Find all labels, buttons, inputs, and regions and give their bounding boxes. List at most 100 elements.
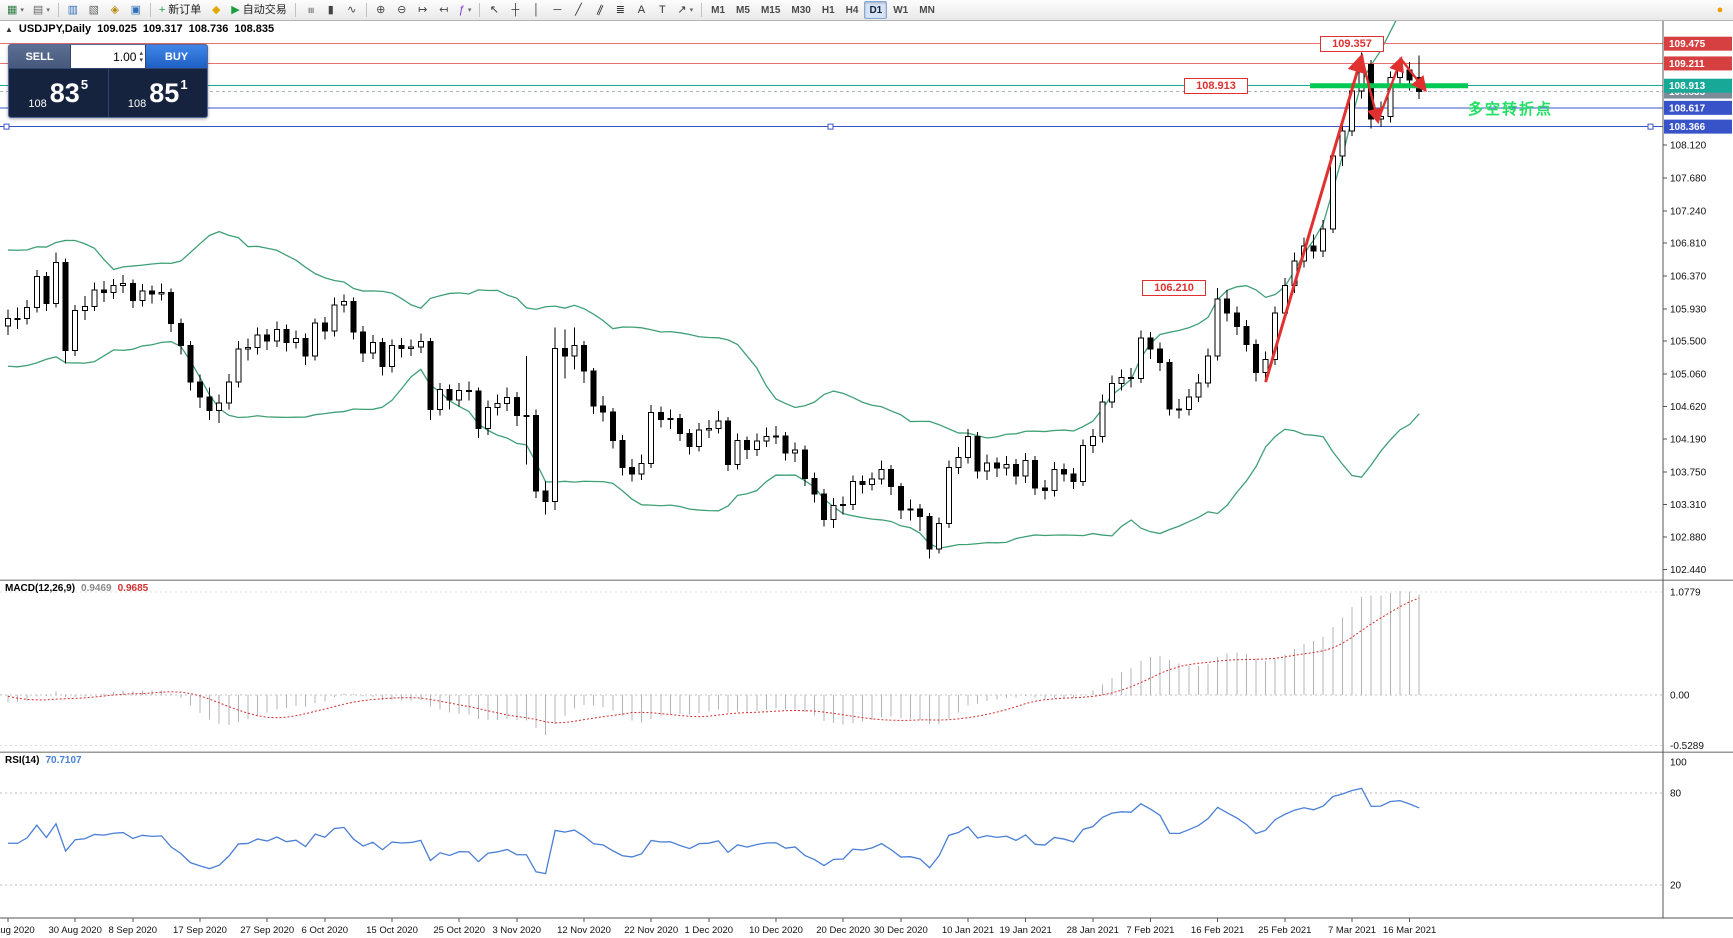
crosshair-button[interactable]: ┼ [505, 1, 525, 19]
vertical-line-button[interactable]: │ [526, 1, 546, 19]
candle-body [917, 508, 923, 518]
trendline-button[interactable]: ╱ [568, 1, 588, 19]
metaeditor-button[interactable]: ◆ [206, 1, 226, 19]
hline-handle[interactable] [1647, 123, 1654, 130]
buy-button[interactable]: BUY [145, 45, 207, 68]
time-tick-label: 19 Jan 2021 [999, 925, 1051, 936]
candle-body [984, 462, 991, 472]
time-tick-label: 20 Aug 2020 [0, 925, 35, 936]
volume-input[interactable]: 1.00 ▴ ▾ [71, 45, 145, 68]
indicators-button[interactable]: ƒ ▾ [455, 1, 476, 19]
time-axis[interactable]: 20 Aug 2020 30 Aug 2020 8 Sep 2020 17 Sep 2… [0, 918, 1436, 936]
indicators-icon: ƒ [458, 3, 465, 16]
new-chart-icon: ▦ [7, 3, 18, 16]
rsi-axis-label: 80 [1670, 788, 1682, 799]
data-window-button[interactable]: ▧ [84, 1, 104, 19]
candle-body [638, 463, 645, 475]
new-chart-button[interactable]: ▦ ▾ [3, 1, 28, 19]
chart-shift-icon: ↤ [439, 3, 449, 16]
candle-body [53, 261, 59, 305]
candle-body [1137, 337, 1144, 379]
candle-body [1397, 69, 1403, 79]
timeframe-M15[interactable]: M15 [756, 1, 785, 19]
price-tag [1664, 78, 1732, 93]
market-watch-icon: ▥ [67, 3, 79, 16]
timeframe-M1[interactable]: M1 [706, 1, 730, 19]
cursor-button[interactable]: ↖ [484, 1, 504, 19]
toolbar-separator [479, 3, 481, 17]
line-chart-button[interactable]: ∿ [342, 1, 362, 19]
candle-body [955, 457, 962, 468]
macd-pane[interactable] [0, 590, 1663, 747]
price-axis[interactable]: 108.120 107.680 107.240 106.810 106.370 105.9… [1663, 36, 1732, 892]
fibonacci-button[interactable]: ≣ [610, 1, 630, 19]
text-button[interactable]: A [631, 1, 651, 19]
chart-shift-button[interactable]: ↤ [434, 1, 454, 19]
candle-body [398, 344, 405, 349]
line-chart-icon: ∿ [347, 3, 357, 16]
hline-handle[interactable] [827, 123, 834, 130]
timeframe-H1[interactable]: H1 [817, 1, 840, 19]
navigator-button[interactable]: ◈ [105, 1, 125, 19]
arrows-button[interactable]: ↗ ▾ [673, 1, 697, 19]
fibonacci-icon: ≣ [615, 3, 625, 16]
timeframe-D1[interactable]: D1 [864, 1, 888, 19]
autotrading-label: 自动交易 [242, 3, 287, 16]
candle-body [571, 344, 578, 357]
panel-collapse-icon[interactable]: ▲ [5, 24, 13, 34]
bar-chart-button[interactable]: ≡ [300, 1, 320, 19]
time-tick-label: 20 Dec 2020 [816, 925, 870, 936]
candle-body [533, 415, 539, 492]
timeframe-W1[interactable]: W1 [888, 1, 913, 19]
zoom-in-button[interactable]: ⊕ [371, 1, 391, 19]
price-tag-label: 109.475 [1669, 39, 1706, 50]
trend-arrow[interactable] [1400, 58, 1427, 93]
trend-arrow[interactable] [1376, 56, 1404, 122]
time-tick-label: 8 Sep 2020 [108, 925, 157, 936]
rsi-pane[interactable] [0, 787, 1663, 886]
price-label-108913[interactable]: 108.913 [1184, 78, 1248, 94]
candle-body [696, 429, 703, 447]
candle-body [369, 341, 376, 354]
time-tick-label: 27 Sep 2020 [240, 925, 294, 936]
community-button[interactable]: ● [1710, 1, 1730, 19]
price-pane[interactable] [0, 20, 1663, 559]
hline-handle[interactable] [3, 123, 10, 130]
chart-canvas[interactable]: 108.120 107.680 107.240 106.810 106.370 105.9… [0, 20, 1733, 938]
timeframe-M30[interactable]: M30 [786, 1, 815, 19]
volume-up-icon[interactable]: ▴ [139, 49, 143, 57]
channel-button[interactable]: ∥ [589, 1, 609, 19]
zoom-out-button[interactable]: ⊖ [392, 1, 412, 19]
pivot-point-text[interactable]: 多空转折点 [1468, 101, 1554, 118]
price-label-106210[interactable]: 106.210 [1142, 280, 1206, 296]
trend-arrow[interactable] [1360, 56, 1383, 125]
sell-button[interactable]: SELL [9, 45, 71, 68]
terminal-button[interactable]: ▣ [126, 1, 146, 19]
buy-price[interactable]: 108 85 1 [109, 69, 208, 117]
horizontal-line-button[interactable]: ─ [547, 1, 567, 19]
candle-body [552, 347, 559, 503]
candle-body [993, 462, 1000, 469]
new-order-icon: + [158, 3, 166, 16]
text-label-button[interactable]: T [652, 1, 672, 19]
candle-body [437, 389, 443, 411]
timeframe-H4[interactable]: H4 [841, 1, 864, 19]
sell-price[interactable]: 108 83 5 [9, 69, 109, 117]
auto-scroll-button[interactable]: ↦ [413, 1, 433, 19]
market-watch-button[interactable]: ▥ [63, 1, 83, 19]
timeframe-M5[interactable]: M5 [731, 1, 755, 19]
candle-body [81, 306, 88, 311]
timeframe-MN[interactable]: MN [914, 1, 940, 19]
profiles-button[interactable]: ▤ ▾ [29, 1, 54, 19]
time-tick-label: 1 Dec 2020 [685, 925, 734, 936]
volume-value[interactable]: 1.00 [113, 49, 137, 64]
candle-body [1233, 312, 1240, 328]
autotrading-button[interactable]: ▶ 自动交易 [227, 1, 290, 19]
price-label-109357[interactable]: 109.357 [1320, 36, 1384, 52]
trend-arrow[interactable] [1264, 53, 1367, 383]
new-order-button[interactable]: + 新订单 [155, 1, 205, 19]
price-tick-label: 103.310 [1670, 500, 1707, 511]
candlestick-chart-button[interactable]: ▮ [321, 1, 341, 19]
volume-down-icon[interactable]: ▾ [139, 56, 143, 64]
